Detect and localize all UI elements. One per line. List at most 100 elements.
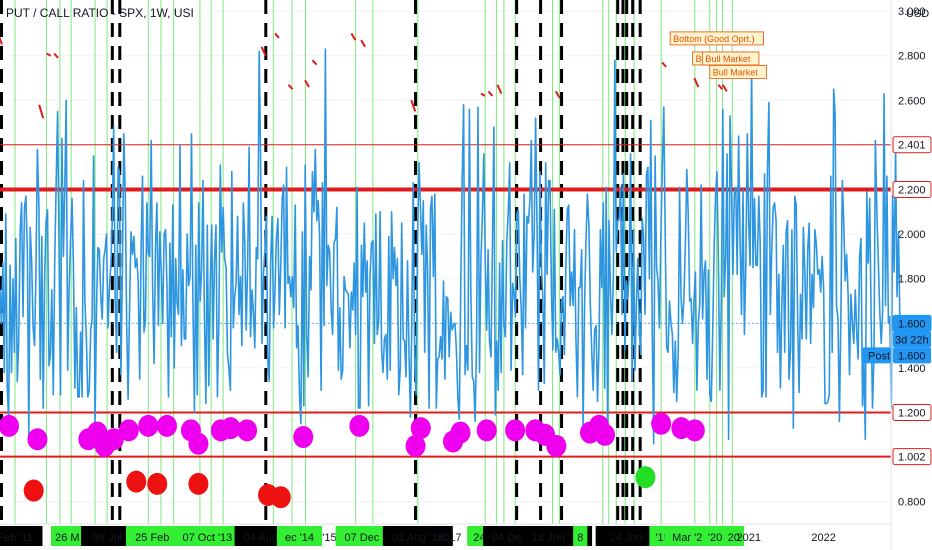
price-tag-box — [892, 181, 932, 199]
price-tag: 2.200 — [892, 181, 932, 199]
x-axis-label: 2021 — [736, 532, 760, 544]
magenta-dot — [546, 434, 567, 457]
countdown-box — [893, 331, 931, 348]
x-axis-label: 01 Aug '16 — [382, 526, 453, 546]
y-tick-label: 2.800 — [898, 51, 926, 63]
x-axis-label-text: 07 Feb '11 — [0, 532, 33, 544]
price-tag-text: 2.401 — [898, 140, 926, 152]
red-marker-segment — [38, 104, 45, 119]
magenta-dot — [118, 419, 139, 442]
magenta-dot — [293, 426, 314, 449]
price-tag-text: 2.200 — [898, 185, 926, 197]
annotation-text: Bull Market — [713, 67, 759, 77]
red-marker-segment — [554, 90, 561, 99]
magenta-dot — [505, 419, 526, 442]
y-tick-label: 3.000 — [898, 6, 926, 18]
put-call-ratio-series — [0, 48, 901, 445]
price-tag-text: 1.200 — [898, 408, 926, 420]
red-marker-segment — [410, 100, 417, 112]
annotation-box — [669, 31, 764, 46]
red-dot — [126, 470, 147, 493]
price-tag-box — [892, 136, 932, 154]
magenta-dot — [651, 412, 672, 435]
price-tag: 1.200 — [892, 404, 932, 422]
red-marker-segment — [311, 59, 318, 66]
post-tag-box — [862, 347, 891, 364]
magenta-dot — [349, 414, 370, 437]
red-marker-segment — [480, 92, 486, 97]
red-marker-segment — [360, 39, 366, 48]
x-axis-label-box — [50, 526, 84, 546]
red-marker-segment — [0, 36, 3, 45]
price-tag-text: 1.600 — [898, 318, 926, 330]
magenta-dot — [103, 428, 124, 451]
post-tag-text: Post — [868, 350, 890, 362]
annotation-text: Bull Market — [705, 54, 751, 64]
chart-title: PUT / CALL RATIO - SPX, 1W, USI — [6, 6, 194, 20]
red-marker-segment — [487, 90, 494, 97]
x-axis-label: 20 — [723, 526, 744, 546]
red-marker-segment — [274, 32, 280, 39]
x-axis-label-text: Mar '20 — [672, 532, 708, 544]
annotation-label: Bull Market — [701, 51, 760, 66]
post-value-box — [893, 347, 931, 364]
magenta-dot — [410, 417, 431, 440]
currency-label: USD — [906, 8, 929, 20]
price-tag-text: 1.002 — [898, 452, 926, 464]
green-dot — [635, 466, 656, 489]
x-axis-label-text: 8 — [577, 532, 583, 544]
annotation-box — [709, 64, 767, 79]
series-line — [0, 48, 901, 445]
price-tag-box — [892, 404, 932, 422]
x-axis-label-box — [382, 526, 453, 546]
x-axis-label: 26 M — [50, 526, 84, 546]
x-axis-label-text: 20 — [728, 532, 740, 544]
x-axis-label-text: 07 Oct '13 — [183, 532, 233, 544]
red-dot — [23, 479, 44, 502]
price-tag: 2.401 — [892, 136, 932, 154]
x-axis-label-text: 26 M — [55, 532, 79, 544]
red-marker-segment — [287, 84, 294, 90]
red-marker-segment — [717, 84, 724, 90]
red-marker-segments — [0, 32, 728, 119]
red-marker-segment — [350, 32, 357, 41]
red-marker-segment — [496, 84, 503, 95]
red-marker-segment — [260, 46, 267, 57]
red-marker-segment — [661, 61, 667, 68]
signal-dots — [0, 412, 705, 509]
y-tick-label: 2.600 — [898, 95, 926, 107]
magenta-dot — [684, 419, 705, 442]
x-axis-label-text: 24 Jun '19 — [610, 532, 660, 544]
magenta-dot — [188, 432, 209, 455]
magenta-dot — [220, 417, 241, 440]
x-axis-label-box — [276, 526, 323, 546]
red-dot — [147, 472, 168, 495]
y-tick-label: 2.000 — [898, 229, 926, 241]
y-tick-label: 1.800 — [898, 274, 926, 286]
magenta-dot — [476, 419, 497, 442]
x-axis-label-box — [723, 526, 744, 546]
countdown-text: 3d 22h — [895, 334, 929, 346]
x-axis-label: '20 — [701, 526, 729, 546]
x-axis-label-text: 2022 — [811, 532, 835, 544]
price-tag: 1.600 — [892, 314, 932, 332]
magenta-dot — [27, 428, 48, 451]
magenta-dot — [450, 421, 471, 444]
countdown-tag: 3d 22h — [893, 331, 931, 348]
price-tag: 1.002 — [892, 448, 932, 466]
red-marker-segment — [46, 52, 52, 57]
x-axis-label: 2017 — [437, 532, 461, 544]
x-axis-label-text: 2021 — [736, 532, 760, 544]
x-axis-label-text: '15 — [322, 532, 336, 544]
magenta-dot — [156, 414, 177, 437]
x-axis-label: 8 — [573, 526, 588, 546]
x-axis-label-text: 18 Jun '18 — [532, 532, 582, 544]
x-axis-label: 07 Oct '13 — [172, 526, 243, 546]
x-axis-label-text: 01 Aug '16 — [392, 532, 444, 544]
annotation-text: Bottom (Good Oprt.) — [673, 34, 755, 44]
magenta-dot — [237, 419, 258, 442]
x-axis-label-text: 2017 — [437, 532, 461, 544]
